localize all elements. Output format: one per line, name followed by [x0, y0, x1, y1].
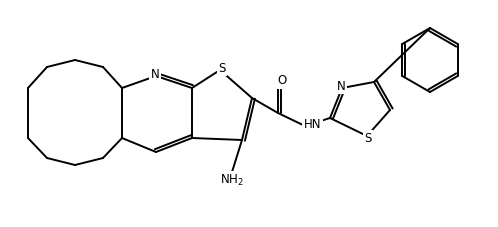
Text: N: N	[150, 67, 159, 81]
Text: S: S	[365, 131, 372, 145]
Text: O: O	[277, 74, 287, 87]
Text: S: S	[218, 62, 226, 74]
Text: N: N	[337, 79, 346, 92]
Text: HN: HN	[304, 118, 322, 131]
Text: NH$_2$: NH$_2$	[220, 173, 244, 188]
